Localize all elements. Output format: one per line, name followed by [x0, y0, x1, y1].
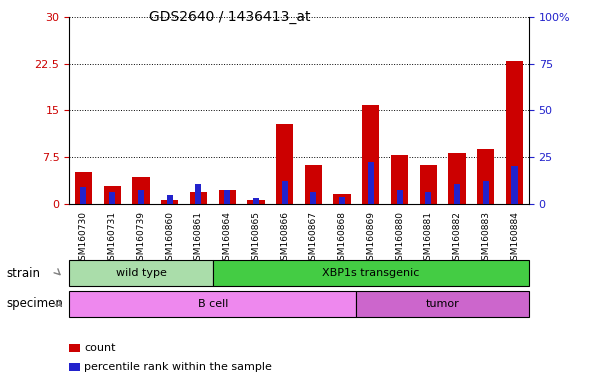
Bar — [334, 194, 351, 204]
Text: strain: strain — [6, 266, 40, 280]
Bar — [368, 162, 374, 204]
Text: specimen: specimen — [6, 297, 63, 310]
Bar — [282, 181, 288, 204]
Bar — [247, 200, 264, 204]
Bar — [138, 190, 144, 204]
Bar — [477, 149, 495, 204]
Bar — [69, 260, 213, 286]
Bar — [397, 190, 403, 204]
Bar — [310, 192, 316, 204]
Bar — [81, 187, 87, 204]
Bar — [276, 124, 293, 204]
Bar — [391, 155, 408, 204]
Bar — [161, 200, 178, 204]
Bar — [339, 197, 345, 204]
Bar — [69, 363, 80, 371]
Bar — [166, 195, 172, 204]
Bar — [305, 165, 322, 204]
Bar — [454, 184, 460, 204]
Bar — [253, 198, 259, 204]
Text: B cell: B cell — [198, 299, 228, 309]
Bar — [419, 165, 437, 204]
Bar — [195, 184, 201, 204]
Text: percentile rank within the sample: percentile rank within the sample — [84, 362, 272, 372]
Bar — [356, 291, 529, 317]
Bar — [190, 192, 207, 204]
Bar — [132, 177, 150, 204]
Bar — [103, 186, 121, 204]
Bar — [506, 61, 523, 204]
Bar — [483, 181, 489, 204]
Text: XBP1s transgenic: XBP1s transgenic — [322, 268, 419, 278]
Bar — [213, 260, 529, 286]
Bar — [69, 291, 356, 317]
Text: tumor: tumor — [426, 299, 460, 309]
Bar — [426, 192, 432, 204]
Bar — [362, 106, 379, 204]
Bar — [219, 190, 236, 204]
Bar — [511, 166, 517, 204]
Text: wild type: wild type — [115, 268, 166, 278]
Bar — [69, 344, 80, 352]
Bar — [224, 190, 230, 204]
Text: count: count — [84, 343, 115, 353]
Text: GDS2640 / 1436413_at: GDS2640 / 1436413_at — [149, 10, 311, 23]
Bar — [448, 152, 466, 204]
Bar — [75, 172, 92, 204]
Bar — [109, 192, 115, 204]
